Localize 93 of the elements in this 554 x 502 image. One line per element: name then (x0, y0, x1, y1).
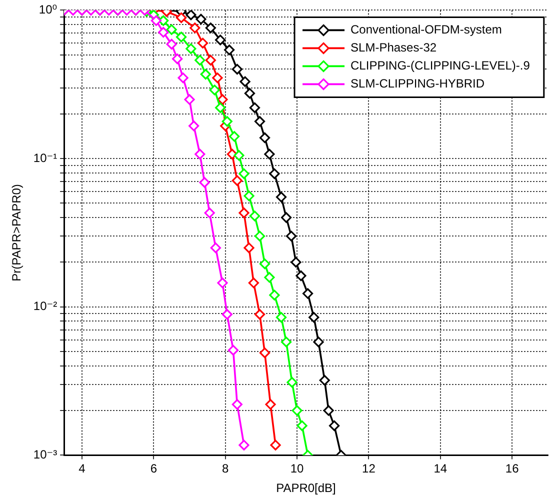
point (194, 54, 206, 66)
point (212, 72, 223, 84)
legend-label: CLIPPING-(CLIPPING-LEVEL)-.9 (350, 58, 530, 73)
point (286, 230, 297, 242)
point (296, 270, 306, 282)
point (217, 94, 228, 105)
point (319, 374, 330, 386)
point (270, 440, 281, 450)
point (238, 168, 250, 180)
point (229, 131, 240, 142)
point (244, 190, 254, 202)
point (209, 84, 220, 96)
point (150, 15, 162, 26)
point (176, 12, 187, 24)
point (210, 242, 221, 254)
point (249, 210, 260, 222)
point (178, 72, 188, 84)
point (224, 44, 235, 56)
x-axis-title: PAPR0[dB] (276, 481, 336, 496)
point (166, 38, 177, 50)
point (323, 405, 334, 416)
point (244, 242, 254, 254)
legend-label: SLM-Phases-32 (350, 40, 437, 55)
point (264, 272, 275, 283)
point (176, 32, 187, 42)
point (276, 192, 287, 202)
y-tick-label: 10⁻¹ (33, 150, 58, 165)
point (215, 102, 226, 114)
point (228, 344, 239, 356)
point (259, 132, 270, 144)
legend-label: SLM-CLIPPING-HYBRID (350, 76, 485, 91)
y-tick-label: 10⁻² (33, 299, 58, 314)
y-tick-label: 10⁻³ (33, 448, 58, 462)
point (204, 208, 215, 218)
x-tick-label: 14 (434, 462, 448, 476)
point (238, 208, 250, 218)
point (292, 405, 302, 416)
point (158, 26, 169, 38)
point (249, 102, 260, 114)
x-tick-label: 6 (150, 462, 158, 476)
point (194, 148, 206, 160)
point (232, 399, 242, 410)
point (308, 312, 320, 323)
point (240, 76, 250, 87)
point (276, 312, 287, 323)
point (184, 94, 195, 105)
point (232, 64, 242, 75)
x-tick-label: 4 (78, 462, 86, 476)
point (264, 148, 275, 160)
point (172, 54, 183, 64)
point (205, 22, 216, 34)
point (196, 14, 206, 24)
point (199, 177, 210, 188)
point (265, 399, 276, 410)
point (269, 290, 280, 300)
x-tick-label: 12 (362, 462, 376, 476)
point (197, 38, 208, 48)
point (254, 309, 266, 320)
x-tick-label: 16 (505, 462, 520, 476)
point (186, 43, 196, 54)
point (280, 336, 292, 348)
point (200, 68, 211, 80)
point (205, 54, 216, 66)
point (313, 336, 324, 348)
point (217, 278, 228, 288)
point (296, 420, 308, 432)
point (186, 10, 196, 20)
point (188, 120, 200, 132)
point (290, 256, 302, 268)
x-tick-label: 8 (222, 462, 230, 476)
point (244, 88, 256, 99)
point (215, 34, 226, 46)
point (222, 116, 232, 127)
point (329, 420, 340, 432)
legend-label: Conventional-OFDM-system (350, 22, 502, 37)
point (248, 278, 259, 288)
point (254, 116, 266, 127)
point (238, 440, 250, 450)
y-axis-title: Pr(PAPR>PAPR0) (10, 184, 24, 282)
point (280, 212, 292, 223)
point (254, 230, 266, 242)
point (222, 309, 232, 320)
point (286, 377, 298, 388)
point (234, 150, 244, 161)
x-tick-label: 10 (290, 462, 304, 476)
point (232, 175, 242, 186)
point (190, 22, 200, 34)
point (259, 348, 270, 358)
point (259, 258, 270, 270)
y-tick-label: 10⁰ (38, 2, 58, 17)
point (166, 24, 177, 35)
point (269, 168, 280, 180)
point (302, 288, 314, 299)
